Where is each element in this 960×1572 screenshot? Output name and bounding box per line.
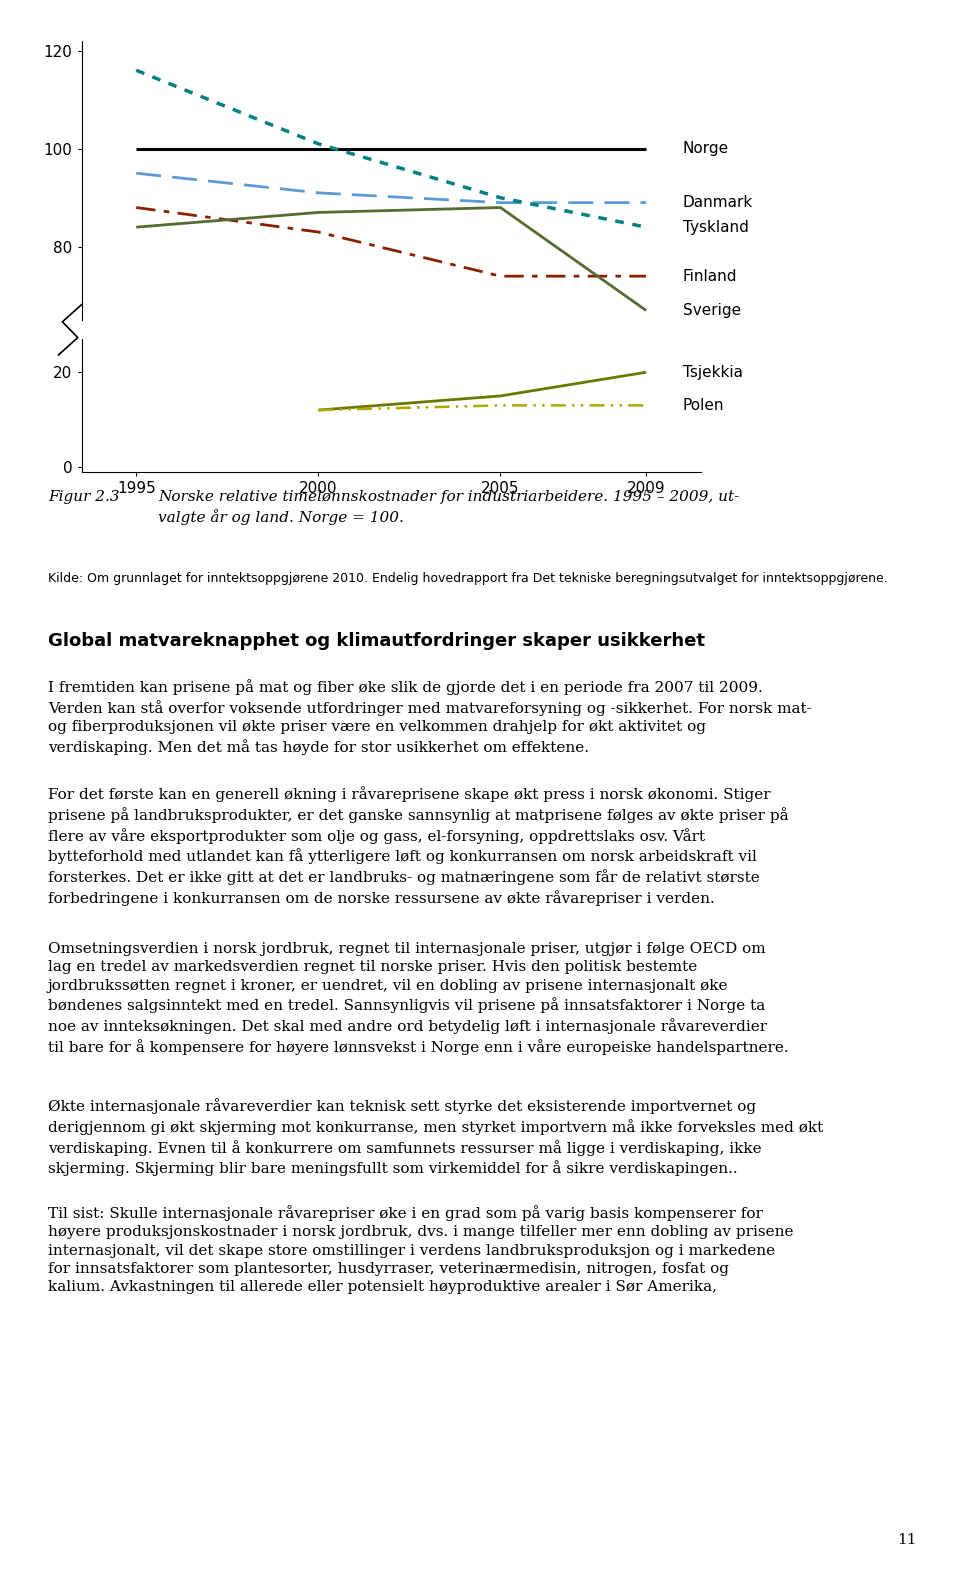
Text: Sverige: Sverige <box>683 303 741 318</box>
Text: Norske relative timelønnskostnader for industriarbeidere. 1995 – 2009, ut-
valgt: Norske relative timelønnskostnader for i… <box>158 490 739 525</box>
Text: Norge: Norge <box>683 141 729 156</box>
Text: For det første kan en generell økning i råvareprisene skape økt press i norsk øk: For det første kan en generell økning i … <box>48 786 788 905</box>
Text: Polen: Polen <box>683 398 724 413</box>
Text: Kilde: Om grunnlaget for inntektsoppgjørene 2010. Endelig hovedrapport fra Det t: Kilde: Om grunnlaget for inntektsoppgjør… <box>48 572 888 585</box>
Text: Danmark: Danmark <box>683 195 753 211</box>
Text: Global matvareknapphet og klimautfordringer skaper usikkerhet: Global matvareknapphet og klimautfordrin… <box>48 632 705 649</box>
Text: Til sist: Skulle internasjonale råvarepriser øke i en grad som på varig basis ko: Til sist: Skulle internasjonale råvarepr… <box>48 1206 794 1294</box>
Text: 11: 11 <box>898 1533 917 1547</box>
Text: Økte internasjonale råvareverdier kan teknisk sett styrke det eksisterende impor: Økte internasjonale råvareverdier kan te… <box>48 1099 824 1176</box>
Text: Figur 2.3: Figur 2.3 <box>48 490 120 505</box>
Text: Omsetningsverdien i norsk jordbruk, regnet til internasjonale priser, utgjør i f: Omsetningsverdien i norsk jordbruk, regn… <box>48 942 788 1055</box>
Text: Finland: Finland <box>683 269 737 283</box>
Text: Tsjekkia: Tsjekkia <box>683 365 743 380</box>
Text: Tyskland: Tyskland <box>683 220 749 234</box>
Text: I fremtiden kan prisene på mat og fiber øke slik de gjorde det i en periode fra : I fremtiden kan prisene på mat og fiber … <box>48 679 812 755</box>
